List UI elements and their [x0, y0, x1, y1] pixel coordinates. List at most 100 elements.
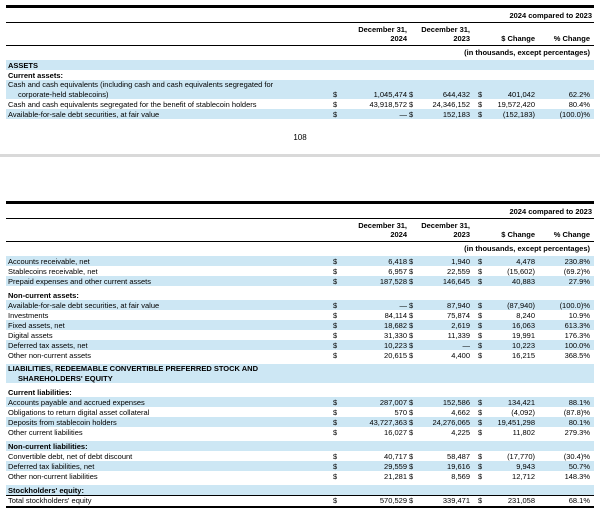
- percent-change: (87.8)%: [563, 407, 590, 417]
- amount-change-group: $ (15,602): [478, 267, 535, 277]
- table-row: Available-for-sale debt securities, at f…: [6, 300, 594, 310]
- amount-change: 19,991: [512, 330, 535, 340]
- table-row: Other current liabilities $16,027 $4,225 $1…: [6, 427, 594, 437]
- dollar-sign: $: [333, 350, 338, 360]
- amount-2024: 20,615: [384, 350, 407, 360]
- period-header: 2024 compared to 2023: [6, 8, 594, 23]
- dollar-sign: $: [478, 276, 483, 286]
- row-label: Convertible debt, net of debt discount: [8, 451, 133, 461]
- amount-2023: 22,559: [447, 266, 470, 276]
- amount-2023: 24,276,065: [432, 417, 470, 427]
- row-label: ASSETS: [8, 60, 39, 70]
- amount-change: 40,883: [512, 276, 535, 286]
- dollar-sign: $: [478, 471, 483, 481]
- percent-change: 80.4%: [568, 99, 590, 109]
- amount-2023-group: $22,559: [409, 267, 470, 277]
- percent-change: 148.3%: [564, 471, 590, 481]
- row-label: Deferred tax liabilities, net: [8, 461, 95, 471]
- amount-2024-group: $43,918,572: [333, 100, 407, 110]
- amount-2023: 75,874: [447, 310, 470, 320]
- page-number: 108: [293, 133, 307, 142]
- amount-2024-group: $21,281: [333, 472, 407, 482]
- page-gap: [0, 157, 600, 201]
- amount-2024: 40,717: [384, 451, 407, 461]
- amount-change: 401,042: [507, 89, 535, 99]
- section-row: Non-current liabilities:: [6, 441, 594, 451]
- amount-change-group: $134,421: [478, 398, 535, 408]
- dollar-sign: $: [333, 340, 338, 350]
- amount-change: 12,712: [512, 471, 535, 481]
- amount-change-group: $4,478: [478, 257, 535, 267]
- row-label: Available-for-sale debt securities, at f…: [8, 300, 160, 310]
- page-break-divider: [0, 154, 600, 157]
- amount-change: (17,770): [507, 451, 535, 461]
- section-row: Stockholders' equity:: [6, 485, 594, 495]
- amount-change: (87,940): [507, 300, 535, 310]
- table-row: Obligations to return digital asset coll…: [6, 407, 594, 417]
- amount-change: 231,058: [507, 496, 535, 505]
- dollar-sign: $: [409, 310, 414, 320]
- amount-2023: 4,225: [451, 427, 470, 437]
- amount-2024-group: $570,529: [333, 496, 407, 506]
- column-header-dec-2024: December 31, 2024: [358, 221, 407, 239]
- amount-2024-group: $43,727,363: [333, 418, 407, 428]
- row-label: Cash and cash equivalents segregated for…: [8, 99, 257, 109]
- section-row: Current liabilities:: [6, 387, 594, 397]
- dollar-sign: $: [333, 417, 338, 427]
- section-row: Non-current assets:: [6, 290, 594, 300]
- section-row: Current assets:: [6, 70, 594, 80]
- row-label: Stablecoins receivable, net: [8, 266, 98, 276]
- table-row: Accounts receivable, net $6,418 $1,940 $4,4…: [6, 256, 594, 266]
- column-header-row: December 31, 2024 December 31, 2023 $ Chan…: [6, 219, 594, 242]
- row-label: Current assets:: [8, 70, 64, 80]
- percent-change: 613.3%: [564, 320, 590, 330]
- dollar-sign: $: [333, 451, 338, 461]
- amount-2024-group: $ —: [333, 110, 407, 120]
- row-label: Non-current assets:: [8, 290, 79, 300]
- table-row: Cash and cash equivalents (including cas…: [6, 80, 594, 99]
- column-header-percent-change: % Change: [553, 34, 590, 43]
- amount-2023-group: $ —: [409, 341, 470, 351]
- column-header-percent-change: % Change: [553, 230, 590, 239]
- column-header-dec-2023: December 31, 2023: [421, 221, 470, 239]
- amount-2024-group: $18,682: [333, 321, 407, 331]
- table-row: Fixed assets, net $18,682 $2,619 $16,063 613…: [6, 320, 594, 330]
- amount-2023: 152,586: [442, 397, 470, 407]
- amount-change-group: $ (17,770): [478, 452, 535, 462]
- amount-change: 16,063: [512, 320, 535, 330]
- amount-change-group: $231,058: [478, 496, 535, 506]
- amount-change-group: $ (87,940): [478, 301, 535, 311]
- amount-change-group: $8,240: [478, 311, 535, 321]
- dollar-sign: $: [333, 300, 338, 310]
- dollar-sign: $: [409, 427, 414, 437]
- amount-2023: 339,471: [442, 496, 470, 505]
- dollar-sign: $: [478, 109, 483, 119]
- dollar-sign: $: [333, 461, 338, 471]
- amount-2023-group: $24,346,152: [409, 100, 470, 110]
- amount-change: (15,602): [507, 266, 535, 276]
- percent-change: 80.1%: [568, 417, 590, 427]
- column-header-row: December 31, 2024 December 31, 2023 $ Chan…: [6, 23, 594, 46]
- table-row: Convertible debt, net of debt discount $4…: [6, 451, 594, 461]
- dollar-sign: $: [409, 350, 414, 360]
- column-header-dollar-change: $ Change: [501, 230, 535, 239]
- dollar-sign: $: [333, 276, 338, 286]
- row-label: Stockholders' equity:: [8, 485, 84, 495]
- percent-change: 176.3%: [564, 330, 590, 340]
- dollar-sign: $: [409, 471, 414, 481]
- amount-2023: 4,400: [451, 350, 470, 360]
- amount-change-group: $ (4,092): [478, 408, 535, 418]
- dollar-sign: $: [478, 417, 483, 427]
- amount-2023-group: $87,940: [409, 301, 470, 311]
- amount-2024: 84,114: [384, 310, 407, 320]
- amount-2023-group: $75,874: [409, 311, 470, 321]
- amount-2024: 43,727,363: [369, 417, 407, 427]
- dollar-sign: $: [333, 407, 338, 417]
- amount-2024-group: $6,957: [333, 267, 407, 277]
- row-label: Prepaid expenses and other current asset…: [8, 276, 152, 286]
- dollar-sign: $: [409, 461, 414, 471]
- dollar-sign: $: [333, 397, 338, 407]
- table-row: Prepaid expenses and other current asset…: [6, 276, 594, 286]
- amount-2023: —: [462, 340, 471, 350]
- amount-2024: 570: [394, 407, 407, 417]
